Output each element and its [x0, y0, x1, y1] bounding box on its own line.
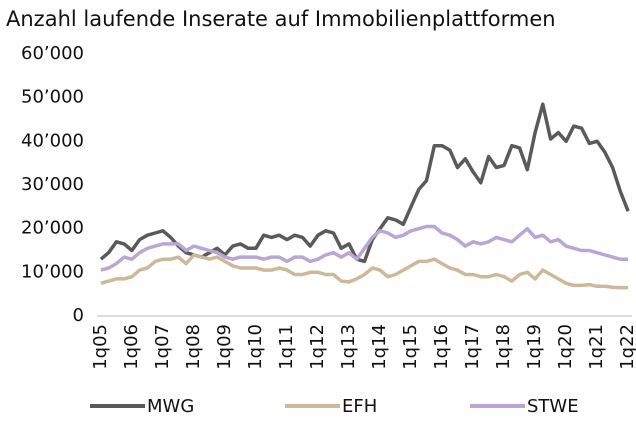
x-tick-label: 1q15 [400, 324, 421, 370]
x-tick-label: 1q22 [617, 324, 636, 370]
x-tick-label: 1q14 [369, 324, 390, 370]
y-tick-label: 0 [73, 305, 84, 326]
x-tick-label: 1q21 [586, 324, 607, 370]
x-tick-label: 1q17 [462, 324, 483, 370]
y-tick-label: 50’000 [21, 87, 84, 108]
chart-title: Anzahl laufende Inserate auf Immobilienp… [6, 7, 556, 31]
legend-label: MWG [147, 396, 194, 417]
x-tick-label: 1q06 [121, 324, 142, 370]
x-tick-label: 1q07 [152, 324, 173, 370]
x-tick-label: 1q20 [555, 324, 576, 370]
y-tick-label: 60’000 [21, 43, 84, 64]
series-line [100, 224, 629, 272]
x-tick-label: 1q08 [183, 324, 204, 370]
x-tick-label: 1q19 [524, 324, 545, 370]
y-tick-label: 30’000 [21, 174, 84, 195]
series-line [99, 102, 630, 264]
x-tick-label: 1q12 [307, 324, 328, 370]
series-line [100, 253, 629, 290]
x-tick-label: 1q09 [214, 324, 235, 370]
y-tick-label: 10’000 [21, 261, 84, 282]
x-tick-label: 1q10 [245, 324, 266, 370]
legend-label: STWE [527, 396, 579, 417]
x-tick-label: 1q16 [431, 324, 452, 370]
x-tick-label: 1q11 [276, 324, 297, 370]
x-tick-label: 1q18 [493, 324, 514, 370]
legend-label: EFH [342, 396, 377, 417]
x-tick-label: 1q13 [338, 324, 359, 370]
y-tick-label: 20’000 [21, 218, 84, 239]
y-tick-label: 40’000 [21, 130, 84, 151]
x-tick-label: 1q05 [90, 324, 111, 370]
